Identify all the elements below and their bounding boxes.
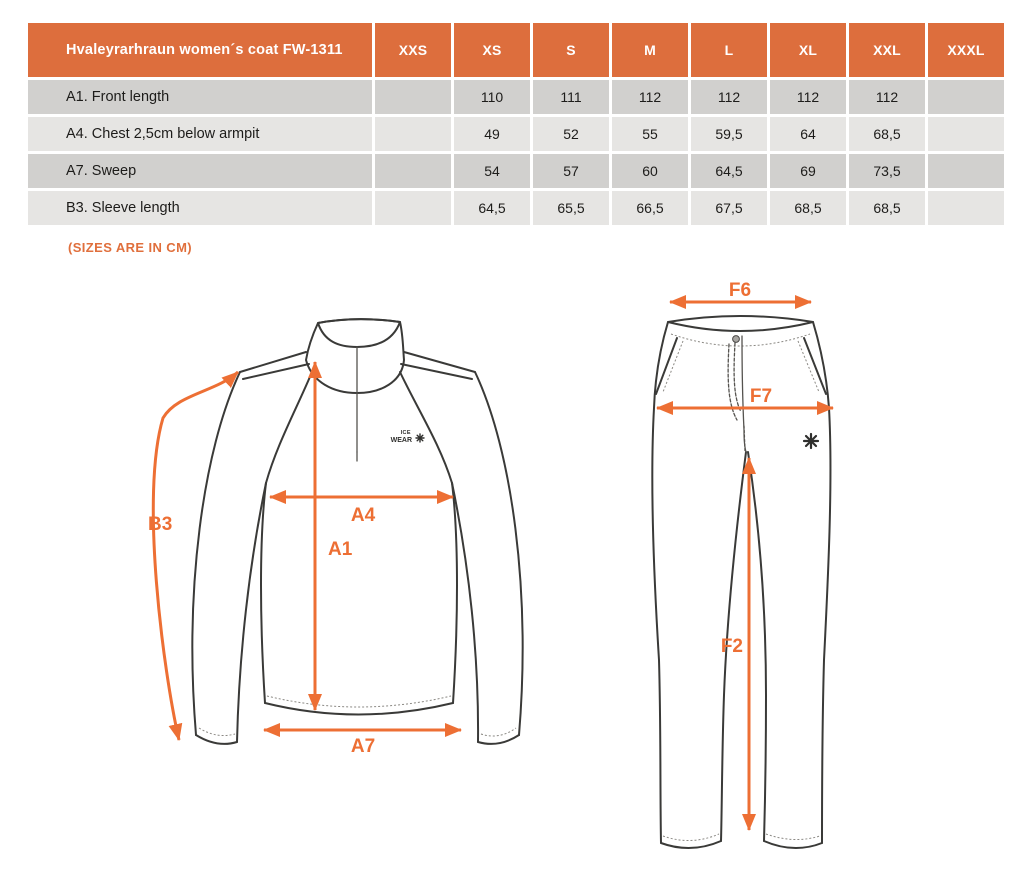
left-raglan-seam <box>265 371 313 484</box>
cell: 112 <box>612 80 688 114</box>
crotch-stitch <box>743 425 746 452</box>
pants-right-hem-stitch <box>765 833 821 840</box>
icewear-logo: ICE WEAR <box>391 430 425 444</box>
cell: 112 <box>770 80 846 114</box>
pants-right-inseam <box>747 451 767 842</box>
f7-label: F7 <box>750 386 772 407</box>
body-left-side <box>260 482 267 704</box>
size-header-xl: XL <box>770 23 846 77</box>
cell: 64,5 <box>691 154 767 188</box>
right-sleeve-inner <box>451 482 480 743</box>
cell: 73,5 <box>849 154 925 188</box>
cell: 112 <box>849 80 925 114</box>
pants-snowflake-icon <box>802 432 820 450</box>
right-cuff-stitch <box>480 727 517 737</box>
logo-wear-text: WEAR <box>391 437 412 444</box>
pants-right-hem <box>763 840 823 849</box>
size-header-l: L <box>691 23 767 77</box>
pants-waist-opening <box>667 315 814 332</box>
table-title: Hvaleyrarhraun women´s coat FW-1311 <box>28 23 372 77</box>
pants-right-outer <box>812 321 832 844</box>
cell: 69 <box>770 154 846 188</box>
left-pocket-stitch <box>662 340 684 393</box>
size-header-s: S <box>533 23 609 77</box>
right-yoke-seam <box>400 363 473 380</box>
body-right-side <box>451 482 458 704</box>
pants-left-outer <box>651 321 669 844</box>
fly-stitch-inner <box>733 342 742 413</box>
pants-left-inseam <box>720 451 747 842</box>
right-sleeve-outer <box>474 371 524 736</box>
cell: 68,5 <box>849 191 925 225</box>
f2-label: F2 <box>721 636 743 657</box>
size-header-xxxl: XXXL <box>928 23 1004 77</box>
left-yoke-seam <box>242 363 310 380</box>
waistband-stitch <box>670 333 811 347</box>
f6-label: F6 <box>729 280 751 301</box>
a7-label: A7 <box>351 736 375 757</box>
cell <box>375 191 451 225</box>
cell <box>928 154 1004 188</box>
cell <box>375 154 451 188</box>
pants-left-hem-stitch <box>662 833 720 841</box>
cell <box>928 80 1004 114</box>
cell: 57 <box>533 154 609 188</box>
cell <box>928 117 1004 151</box>
size-table: Hvaleyrarhraun women´s coat FW-1311 XXS … <box>28 23 1004 225</box>
a4-label: A4 <box>351 505 376 526</box>
cell: 64,5 <box>454 191 530 225</box>
row-label: A7. Sweep <box>28 154 372 188</box>
right-shoulder-seam <box>403 351 476 373</box>
pants-drawing: F6 F7 F2 <box>651 280 834 849</box>
left-shoulder-seam <box>239 351 307 373</box>
size-header-xs: XS <box>454 23 530 77</box>
a1-label: A1 <box>328 539 353 560</box>
cell: 55 <box>612 117 688 151</box>
jacket-collar-inside <box>317 318 401 348</box>
right-pocket-opening <box>803 337 827 395</box>
size-header-xxl: XXL <box>849 23 925 77</box>
cell: 54 <box>454 154 530 188</box>
left-cuff-stitch <box>198 727 236 736</box>
right-cuff <box>477 734 520 745</box>
left-cuff <box>195 734 238 745</box>
waist-button <box>732 335 740 343</box>
right-pocket-stitch <box>797 340 820 393</box>
cell: 52 <box>533 117 609 151</box>
cell: 66,5 <box>612 191 688 225</box>
size-header-xxs: XXS <box>375 23 451 77</box>
cell: 67,5 <box>691 191 767 225</box>
cell: 60 <box>612 154 688 188</box>
b3-sleeve-arrow <box>151 370 240 741</box>
cell: 112 <box>691 80 767 114</box>
size-header-m: M <box>612 23 688 77</box>
fly-stitch-outer <box>727 343 738 421</box>
cell <box>375 80 451 114</box>
left-pocket-opening <box>655 337 678 395</box>
cell: 110 <box>454 80 530 114</box>
row-label: B3. Sleeve length <box>28 191 372 225</box>
pants-left-hem <box>660 840 722 849</box>
cell: 59,5 <box>691 117 767 151</box>
measurement-diagrams: ICE WEAR B3 A4 A1 A7 <box>148 280 834 849</box>
right-raglan-seam <box>399 371 453 484</box>
jacket-hem-stitch <box>266 695 452 708</box>
cell: 64 <box>770 117 846 151</box>
jacket-drawing: ICE WEAR B3 A4 A1 A7 <box>148 318 524 757</box>
jacket-hem <box>264 702 454 716</box>
row-label: A4. Chest 2,5cm below armpit <box>28 117 372 151</box>
sizes-in-cm-note: (SIZES ARE IN CM) <box>68 240 193 255</box>
left-sleeve-outer <box>191 371 241 736</box>
cell <box>928 191 1004 225</box>
logo-snowflake-icon <box>415 433 425 443</box>
row-label: A1. Front length <box>28 80 372 114</box>
cell: 68,5 <box>849 117 925 151</box>
cell: 49 <box>454 117 530 151</box>
cell: 68,5 <box>770 191 846 225</box>
cell <box>375 117 451 151</box>
cell: 65,5 <box>533 191 609 225</box>
b3-label: B3 <box>148 514 172 535</box>
cell: 111 <box>533 80 609 114</box>
logo-ice-text: ICE <box>401 430 411 436</box>
